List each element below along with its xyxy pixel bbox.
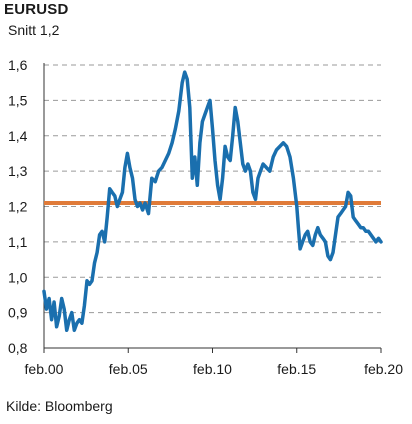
source-note: Kilde: Bloomberg [6, 398, 113, 414]
y-tick-labels: 0,8 0,9 1,0 1,1 1,2 1,3 1,4 1,5 1,6 [8, 57, 28, 356]
y-tick-label: 1,5 [8, 92, 28, 108]
x-tick-labels: feb.00 feb.05 feb.10 feb.15 feb.20 [25, 361, 404, 377]
grid-lines [44, 64, 381, 314]
chart-subtitle: Snitt 1,2 [8, 22, 60, 38]
x-tick-label: feb.00 [25, 361, 64, 377]
x-tick-label: feb.15 [277, 361, 316, 377]
y-tick-label: 1,6 [8, 57, 28, 73]
axes [43, 63, 382, 353]
y-tick-label: 1,2 [8, 199, 28, 215]
x-tick-label: feb.10 [193, 361, 232, 377]
y-tick-label: 0,9 [8, 305, 28, 321]
x-tick-label: feb.20 [364, 361, 403, 377]
eurusd-series-line [42, 70, 383, 333]
y-tick-label: 1,1 [8, 234, 28, 250]
y-tick-label: 0,8 [8, 340, 28, 356]
y-tick-label: 1,3 [8, 163, 28, 179]
x-tick-label: feb.05 [109, 361, 148, 377]
y-tick-label: 1,0 [8, 269, 28, 285]
chart-title: EURUSD [4, 1, 69, 18]
series-group [42, 70, 383, 333]
y-tick-label: 1,4 [8, 128, 28, 144]
